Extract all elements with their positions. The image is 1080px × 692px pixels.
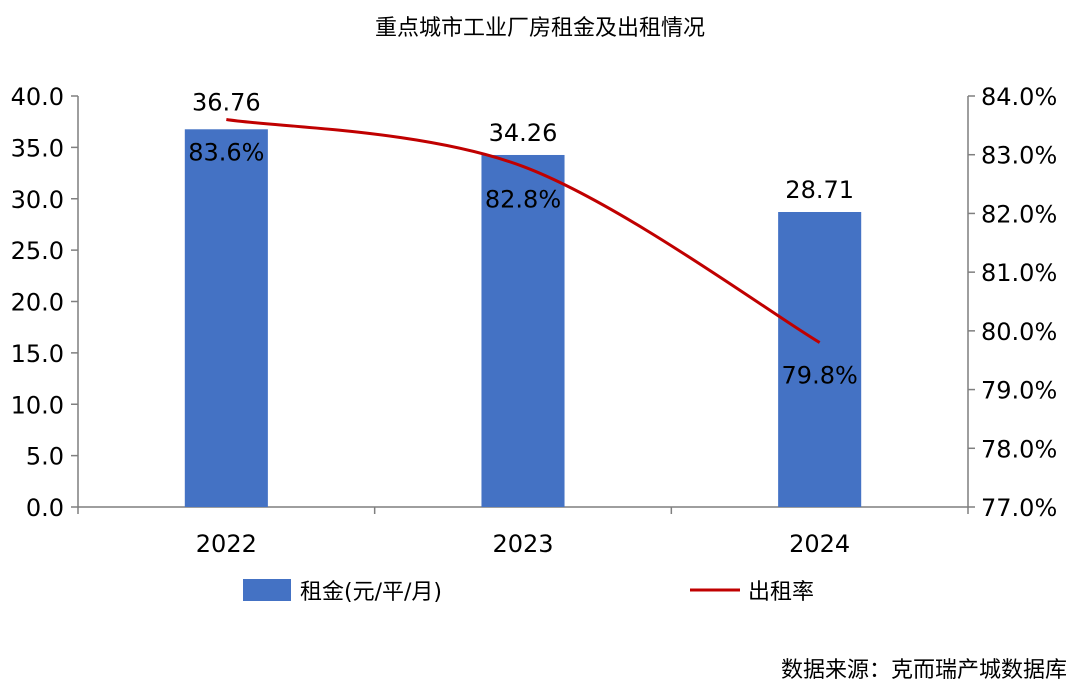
y-left-tick-label: 25.0 [11,237,64,265]
line-series [226,118,821,344]
line-value-label: 83.6% [188,138,264,166]
x-tick-label: 2022 [196,530,257,558]
y-left-tick-label: 40.0 [11,83,64,111]
axes: 0.0 5.0 10.0 15.0 20.0 25.0 30.0 35.0 40.0 77.0% 7… [11,83,1058,558]
x-tick-label: 2023 [492,530,553,558]
occupancy-line [226,118,821,344]
bar-2024 [778,212,862,507]
y-right-tick-label: 83.0% [981,142,1057,170]
y-left-tick-label: 30.0 [11,186,64,214]
y-left-tick-label: 10.0 [11,391,64,419]
y-right-tick-label: 78.0% [981,435,1057,463]
bars [184,129,862,507]
legend-swatch-rent [243,579,291,601]
y-left-tick-label: 20.0 [11,289,64,317]
legend: 租金(元/平/月) 出租率 [243,579,814,605]
bar-2022 [184,129,268,507]
y-right-tick-label: 77.0% [981,494,1057,522]
y-left-tick-label: 15.0 [11,340,64,368]
y-right-tick-label: 84.0% [981,83,1057,111]
y-right-tick-label: 82.0% [981,200,1057,228]
y-right-tick-label: 81.0% [981,259,1057,287]
chart-title: 重点城市工业厂房租金及出租情况 [375,16,705,41]
y-left-tick-label: 35.0 [11,134,64,162]
line-value-label: 82.8% [485,185,561,213]
legend-label-rent: 租金(元/平/月) [300,580,442,605]
bar-2023 [481,154,565,507]
y-right-tick-label: 80.0% [981,318,1057,346]
x-tick-label: 2024 [789,530,850,558]
y-left-tick-label: 5.0 [26,443,64,471]
y-left-tick-label: 0.0 [26,494,64,522]
legend-label-occupancy: 出租率 [748,580,814,605]
source-note: 数据来源：克而瑞产城数据库 [781,658,1067,683]
bar-value-label: 28.71 [785,176,854,204]
data-labels: 36.76 34.26 28.71 83.6% 82.8% 79.8% [188,88,858,389]
bar-value-label: 34.26 [489,119,558,147]
bar-value-label: 36.76 [192,88,261,116]
line-value-label: 79.8% [782,362,858,390]
y-right-tick-label: 79.0% [981,377,1057,405]
